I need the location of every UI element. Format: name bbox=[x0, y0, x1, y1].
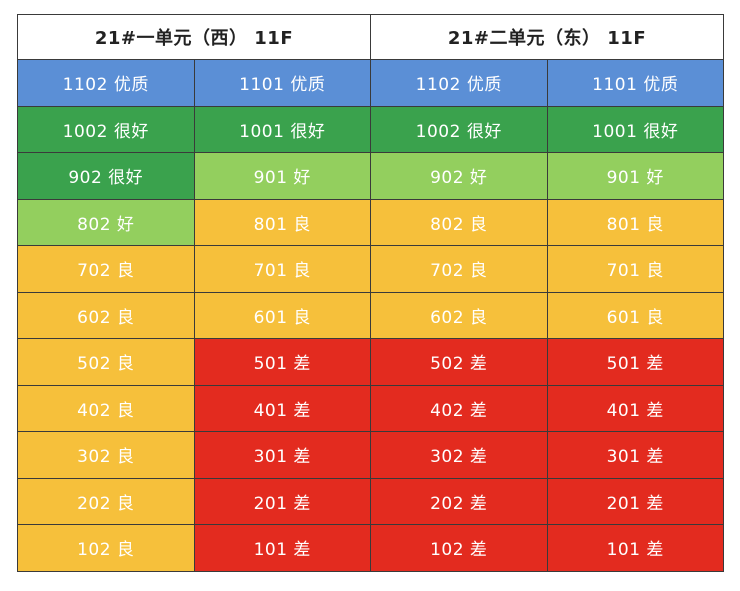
unit-cell: 701 良 bbox=[546, 245, 724, 293]
unit-cell: 1101 优质 bbox=[193, 59, 371, 107]
unit-cell: 401 差 bbox=[193, 384, 371, 432]
table-row: 302 良 301 差 302 差 301 差 bbox=[17, 431, 724, 479]
unit-cell: 601 良 bbox=[193, 291, 371, 339]
unit-cell: 302 差 bbox=[370, 431, 548, 479]
unit-cell: 1001 很好 bbox=[546, 105, 724, 153]
unit-cell: 901 好 bbox=[193, 152, 371, 200]
unit-cell: 1002 很好 bbox=[17, 105, 195, 153]
table-row: 602 良 601 良 602 良 601 良 bbox=[17, 291, 724, 339]
table-row: 402 良 401 差 402 差 401 差 bbox=[17, 384, 724, 432]
unit-cell: 1001 很好 bbox=[193, 105, 371, 153]
unit-cell: 402 差 bbox=[370, 384, 548, 432]
unit-cell: 401 差 bbox=[546, 384, 724, 432]
unit-cell: 702 良 bbox=[370, 245, 548, 293]
unit-cell: 1002 很好 bbox=[370, 105, 548, 153]
unit-cell: 702 良 bbox=[17, 245, 195, 293]
unit-cell: 102 差 bbox=[370, 524, 548, 572]
table-row: 702 良 701 良 702 良 701 良 bbox=[17, 245, 724, 293]
unit-cell: 801 良 bbox=[193, 198, 371, 246]
unit-cell: 202 差 bbox=[370, 477, 548, 525]
unit-cell: 701 良 bbox=[193, 245, 371, 293]
unit-cell: 902 很好 bbox=[17, 152, 195, 200]
unit-cell: 802 良 bbox=[370, 198, 548, 246]
unit-cell: 901 好 bbox=[546, 152, 724, 200]
table-row: 802 好 801 良 802 良 801 良 bbox=[17, 198, 724, 246]
unit-cell: 501 差 bbox=[546, 338, 724, 386]
header-unit-1-west: 21#一单元（西） 11F bbox=[17, 14, 371, 60]
unit-cell: 602 良 bbox=[17, 291, 195, 339]
unit-cell: 902 好 bbox=[370, 152, 548, 200]
unit-cell: 1101 优质 bbox=[546, 59, 724, 107]
unit-cell: 302 良 bbox=[17, 431, 195, 479]
table-row: 1102 优质 1101 优质 1102 优质 1101 优质 bbox=[17, 59, 724, 107]
table-row: 902 很好 901 好 902 好 901 好 bbox=[17, 152, 724, 200]
table-row: 202 良 201 差 202 差 201 差 bbox=[17, 477, 724, 525]
unit-cell: 601 良 bbox=[546, 291, 724, 339]
floor-grade-table: 21#一单元（西） 11F 21#二单元（东） 11F 1102 优质 1101 … bbox=[17, 14, 724, 572]
unit-cell: 201 差 bbox=[193, 477, 371, 525]
unit-cell: 502 差 bbox=[370, 338, 548, 386]
unit-cell: 202 良 bbox=[17, 477, 195, 525]
table-header-row: 21#一单元（西） 11F 21#二单元（东） 11F bbox=[17, 14, 724, 60]
unit-cell: 1102 优质 bbox=[17, 59, 195, 107]
unit-cell: 101 差 bbox=[193, 524, 371, 572]
unit-cell: 802 好 bbox=[17, 198, 195, 246]
table-row: 1002 很好 1001 很好 1002 很好 1001 很好 bbox=[17, 105, 724, 153]
unit-cell: 101 差 bbox=[546, 524, 724, 572]
unit-cell: 301 差 bbox=[546, 431, 724, 479]
table-row: 102 良 101 差 102 差 101 差 bbox=[17, 524, 724, 572]
header-unit-2-east: 21#二单元（东） 11F bbox=[370, 14, 724, 60]
unit-cell: 502 良 bbox=[17, 338, 195, 386]
unit-cell: 602 良 bbox=[370, 291, 548, 339]
unit-cell: 801 良 bbox=[546, 198, 724, 246]
unit-cell: 301 差 bbox=[193, 431, 371, 479]
unit-cell: 1102 优质 bbox=[370, 59, 548, 107]
unit-cell: 501 差 bbox=[193, 338, 371, 386]
unit-cell: 201 差 bbox=[546, 477, 724, 525]
table-row: 502 良 501 差 502 差 501 差 bbox=[17, 338, 724, 386]
table-body: 1102 优质 1101 优质 1102 优质 1101 优质 1002 很好 1001 … bbox=[17, 59, 724, 572]
unit-cell: 402 良 bbox=[17, 384, 195, 432]
unit-cell: 102 良 bbox=[17, 524, 195, 572]
